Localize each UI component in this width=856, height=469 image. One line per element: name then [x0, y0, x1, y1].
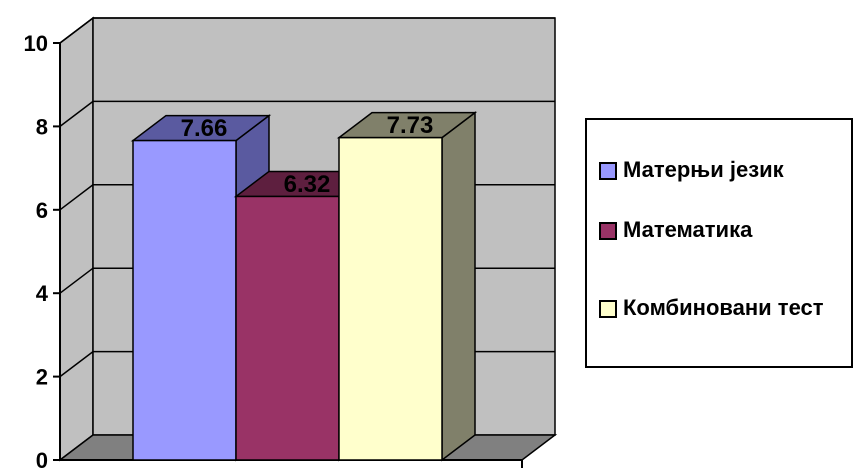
data-label-3: 7.73: [387, 112, 434, 139]
bar-3: [336, 111, 478, 462]
gridline-4: [59, 100, 555, 127]
bars: [130, 111, 478, 462]
legend-item-1: Матерњи језик: [599, 156, 843, 183]
legend-label-3: Комбиновани тест: [623, 295, 824, 320]
bar-3-side: [441, 111, 476, 462]
bar-2-front: [235, 195, 340, 461]
legend-label-1: Матерњи језик: [623, 157, 784, 182]
y-tick-label-3: 6: [36, 198, 48, 223]
side-wall: [59, 16, 94, 462]
y-tick-label-2: 4: [36, 281, 49, 306]
y-tick-label-4: 8: [36, 114, 48, 139]
y-tick-label-0: 0: [36, 448, 48, 469]
data-label-2: 6.32: [284, 171, 331, 198]
gridline-5: [59, 17, 555, 44]
legend-item-3: Комбиновани тест: [599, 294, 843, 321]
data-label-1: 7.66: [181, 115, 228, 142]
bar-3-front: [338, 136, 443, 461]
y-tick-label-5: 10: [24, 31, 48, 56]
legend: Матерњи језик Математика Комбиновани тес…: [585, 118, 853, 368]
legend-label-2: Математика: [623, 217, 753, 242]
y-tick-label-1: 2: [36, 365, 48, 390]
bar-1-front: [132, 139, 237, 461]
legend-swatch-1: [599, 162, 617, 180]
legend-item-2: Математика: [599, 216, 843, 243]
legend-swatch-2: [599, 222, 617, 240]
legend-swatch-3: [599, 300, 617, 318]
data-labels: 7.66 6.32 7.73: [181, 112, 434, 198]
